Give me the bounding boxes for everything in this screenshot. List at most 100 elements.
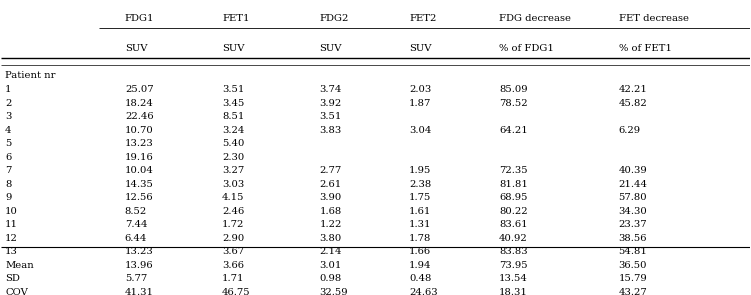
Text: 2.46: 2.46 (222, 207, 244, 216)
Text: 3.27: 3.27 (222, 166, 244, 175)
Text: SUV: SUV (319, 44, 342, 53)
Text: 1.71: 1.71 (222, 274, 245, 283)
Text: SUV: SUV (222, 44, 245, 53)
Text: 1.22: 1.22 (319, 220, 342, 230)
Text: 23.37: 23.37 (619, 220, 647, 230)
Text: 73.95: 73.95 (499, 261, 528, 270)
Text: 3: 3 (5, 112, 11, 121)
Text: FDG1: FDG1 (125, 14, 155, 23)
Text: 13.23: 13.23 (125, 139, 154, 148)
Text: FET1: FET1 (222, 14, 249, 23)
Text: 12.56: 12.56 (125, 193, 153, 202)
Text: 85.09: 85.09 (499, 85, 528, 94)
Text: 10: 10 (5, 207, 18, 216)
Text: 8.51: 8.51 (222, 112, 245, 121)
Text: 2: 2 (5, 99, 11, 108)
Text: 3.83: 3.83 (319, 126, 342, 135)
Text: 6.29: 6.29 (619, 126, 641, 135)
Text: FET2: FET2 (409, 14, 436, 23)
Text: 3.92: 3.92 (319, 99, 342, 108)
Text: 10.70: 10.70 (125, 126, 154, 135)
Text: FDG decrease: FDG decrease (499, 14, 571, 23)
Text: 13: 13 (5, 248, 18, 256)
Text: 2.77: 2.77 (319, 166, 342, 175)
Text: 21.44: 21.44 (619, 180, 647, 189)
Text: 5.77: 5.77 (125, 274, 147, 283)
Text: 4.15: 4.15 (222, 193, 245, 202)
Text: 12: 12 (5, 234, 18, 243)
Text: 8.52: 8.52 (125, 207, 147, 216)
Text: 1.78: 1.78 (409, 234, 432, 243)
Text: FDG2: FDG2 (319, 14, 348, 23)
Text: 32.59: 32.59 (319, 288, 348, 295)
Text: 36.50: 36.50 (619, 261, 647, 270)
Text: 3.67: 3.67 (222, 248, 244, 256)
Text: 1.87: 1.87 (409, 99, 432, 108)
Text: 8: 8 (5, 180, 11, 189)
Text: COV: COV (5, 288, 28, 295)
Text: 1.95: 1.95 (409, 166, 432, 175)
Text: 41.31: 41.31 (125, 288, 154, 295)
Text: 6: 6 (5, 153, 11, 162)
Text: 40.92: 40.92 (499, 234, 528, 243)
Text: 38.56: 38.56 (619, 234, 647, 243)
Text: 24.63: 24.63 (409, 288, 438, 295)
Text: 1.66: 1.66 (409, 248, 431, 256)
Text: 18.24: 18.24 (125, 99, 154, 108)
Text: 40.39: 40.39 (619, 166, 647, 175)
Text: 19.16: 19.16 (125, 153, 154, 162)
Text: 13.23: 13.23 (125, 248, 154, 256)
Text: SUV: SUV (409, 44, 432, 53)
Text: 4: 4 (5, 126, 11, 135)
Text: % of FET1: % of FET1 (619, 44, 671, 53)
Text: 81.81: 81.81 (499, 180, 528, 189)
Text: 64.21: 64.21 (499, 126, 528, 135)
Text: Patient nr: Patient nr (5, 71, 56, 81)
Text: 78.52: 78.52 (499, 99, 528, 108)
Text: 2.30: 2.30 (222, 153, 244, 162)
Text: 1: 1 (5, 85, 11, 94)
Text: 42.21: 42.21 (619, 85, 647, 94)
Text: 3.51: 3.51 (222, 85, 245, 94)
Text: 46.75: 46.75 (222, 288, 251, 295)
Text: 7: 7 (5, 166, 11, 175)
Text: 25.07: 25.07 (125, 85, 153, 94)
Text: 2.03: 2.03 (409, 85, 431, 94)
Text: 2.90: 2.90 (222, 234, 244, 243)
Text: 2.14: 2.14 (319, 248, 342, 256)
Text: 1.61: 1.61 (409, 207, 432, 216)
Text: 3.51: 3.51 (319, 112, 342, 121)
Text: 3.24: 3.24 (222, 126, 245, 135)
Text: 18.31: 18.31 (499, 288, 528, 295)
Text: 1.75: 1.75 (409, 193, 432, 202)
Text: 3.74: 3.74 (319, 85, 342, 94)
Text: 13.96: 13.96 (125, 261, 153, 270)
Text: 3.66: 3.66 (222, 261, 244, 270)
Text: 14.35: 14.35 (125, 180, 154, 189)
Text: 2.38: 2.38 (409, 180, 431, 189)
Text: 0.48: 0.48 (409, 274, 432, 283)
Text: 1.94: 1.94 (409, 261, 432, 270)
Text: 13.54: 13.54 (499, 274, 528, 283)
Text: 3.04: 3.04 (409, 126, 432, 135)
Text: 5: 5 (5, 139, 11, 148)
Text: 3.90: 3.90 (319, 193, 342, 202)
Text: 68.95: 68.95 (499, 193, 527, 202)
Text: 22.46: 22.46 (125, 112, 153, 121)
Text: 54.81: 54.81 (619, 248, 647, 256)
Text: 6.44: 6.44 (125, 234, 147, 243)
Text: 1.72: 1.72 (222, 220, 245, 230)
Text: 3.01: 3.01 (319, 261, 342, 270)
Text: 72.35: 72.35 (499, 166, 528, 175)
Text: 2.61: 2.61 (319, 180, 342, 189)
Text: 10.04: 10.04 (125, 166, 154, 175)
Text: 83.61: 83.61 (499, 220, 528, 230)
Text: 83.83: 83.83 (499, 248, 528, 256)
Text: FET decrease: FET decrease (619, 14, 689, 23)
Text: 57.80: 57.80 (619, 193, 647, 202)
Text: SUV: SUV (125, 44, 147, 53)
Text: 7.44: 7.44 (125, 220, 147, 230)
Text: 45.82: 45.82 (619, 99, 647, 108)
Text: % of FDG1: % of FDG1 (499, 44, 553, 53)
Text: 34.30: 34.30 (619, 207, 647, 216)
